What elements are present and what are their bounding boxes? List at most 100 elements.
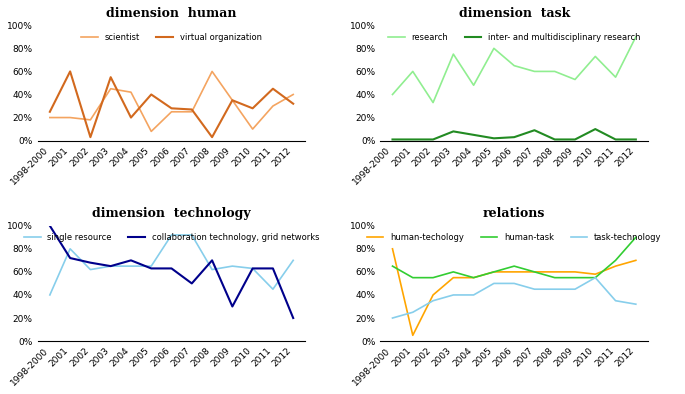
Line: virtual organization: virtual organization <box>50 71 293 137</box>
Title: dimension  task: dimension task <box>458 7 570 20</box>
human-techology <box>551 269 559 274</box>
inter- and multidisciplinary research <box>551 137 559 142</box>
Line: collaboration technology, grid networks: collaboration technology, grid networks <box>50 226 293 318</box>
single resource <box>167 232 175 237</box>
human-techology <box>571 269 579 274</box>
single resource <box>107 264 115 268</box>
inter- and multidisciplinary research <box>632 137 640 142</box>
human-task <box>469 275 477 280</box>
single resource <box>66 247 74 251</box>
single resource <box>228 264 236 268</box>
task-technology <box>591 275 599 280</box>
human-techology <box>388 247 397 251</box>
task-technology <box>449 293 458 297</box>
single resource <box>127 264 135 268</box>
Line: research: research <box>393 37 636 102</box>
human-techology <box>591 272 599 277</box>
research <box>490 46 498 51</box>
scientist <box>269 104 277 108</box>
inter- and multidisciplinary research <box>429 137 437 142</box>
collaboration technology, grid networks <box>86 260 95 265</box>
Line: single resource: single resource <box>50 235 293 295</box>
virtual organization <box>289 101 297 106</box>
research <box>409 69 417 74</box>
single resource <box>188 232 196 237</box>
research <box>571 77 579 82</box>
Legend: scientist, virtual organization: scientist, virtual organization <box>78 30 265 45</box>
inter- and multidisciplinary research <box>571 137 579 142</box>
collaboration technology, grid networks <box>167 266 175 271</box>
task-technology <box>632 302 640 307</box>
human-task <box>612 258 620 263</box>
task-technology <box>571 287 579 292</box>
human-task <box>551 275 559 280</box>
collaboration technology, grid networks <box>188 281 196 286</box>
human-techology <box>469 275 477 280</box>
scientist <box>147 129 155 134</box>
scientist <box>208 69 216 74</box>
collaboration technology, grid networks <box>147 266 155 271</box>
collaboration technology, grid networks <box>107 264 115 268</box>
human-techology <box>490 269 498 274</box>
scientist <box>66 115 74 120</box>
virtual organization <box>66 69 74 74</box>
inter- and multidisciplinary research <box>469 132 477 137</box>
inter- and multidisciplinary research <box>490 136 498 141</box>
Title: relations: relations <box>483 207 545 220</box>
human-task <box>591 275 599 280</box>
research <box>510 63 519 68</box>
scientist <box>228 98 236 102</box>
research <box>449 52 458 56</box>
Line: task-technology: task-technology <box>393 278 636 318</box>
scientist <box>188 110 196 114</box>
human-task <box>530 269 538 274</box>
virtual organization <box>208 135 216 139</box>
scientist <box>46 115 54 120</box>
collaboration technology, grid networks <box>127 258 135 263</box>
scientist <box>86 117 95 122</box>
task-technology <box>409 310 417 315</box>
human-task <box>429 275 437 280</box>
Line: inter- and multidisciplinary research: inter- and multidisciplinary research <box>393 129 636 139</box>
human-task <box>449 269 458 274</box>
inter- and multidisciplinary research <box>388 137 397 142</box>
human-techology <box>530 269 538 274</box>
virtual organization <box>269 86 277 91</box>
human-task <box>490 269 498 274</box>
single resource <box>208 267 216 272</box>
task-technology <box>388 316 397 320</box>
human-task <box>409 275 417 280</box>
single resource <box>86 267 95 272</box>
human-techology <box>409 333 417 338</box>
human-task <box>571 275 579 280</box>
human-techology <box>510 269 519 274</box>
virtual organization <box>107 75 115 80</box>
virtual organization <box>188 107 196 112</box>
scientist <box>167 110 175 114</box>
virtual organization <box>127 115 135 120</box>
collaboration technology, grid networks <box>46 223 54 228</box>
single resource <box>249 266 257 271</box>
task-technology <box>510 281 519 286</box>
virtual organization <box>167 106 175 111</box>
collaboration technology, grid networks <box>66 256 74 260</box>
single resource <box>46 293 54 297</box>
virtual organization <box>46 110 54 114</box>
human-techology <box>429 293 437 297</box>
human-task <box>388 264 397 268</box>
research <box>469 83 477 87</box>
research <box>591 54 599 59</box>
research <box>612 75 620 80</box>
single resource <box>289 258 297 263</box>
task-technology <box>490 281 498 286</box>
Title: dimension  human: dimension human <box>106 7 237 20</box>
Line: human-techology: human-techology <box>393 249 636 335</box>
human-techology <box>612 264 620 268</box>
collaboration technology, grid networks <box>249 266 257 271</box>
human-techology <box>449 275 458 280</box>
virtual organization <box>228 98 236 102</box>
collaboration technology, grid networks <box>228 304 236 309</box>
inter- and multidisciplinary research <box>449 129 458 134</box>
inter- and multidisciplinary research <box>591 127 599 132</box>
research <box>551 69 559 74</box>
